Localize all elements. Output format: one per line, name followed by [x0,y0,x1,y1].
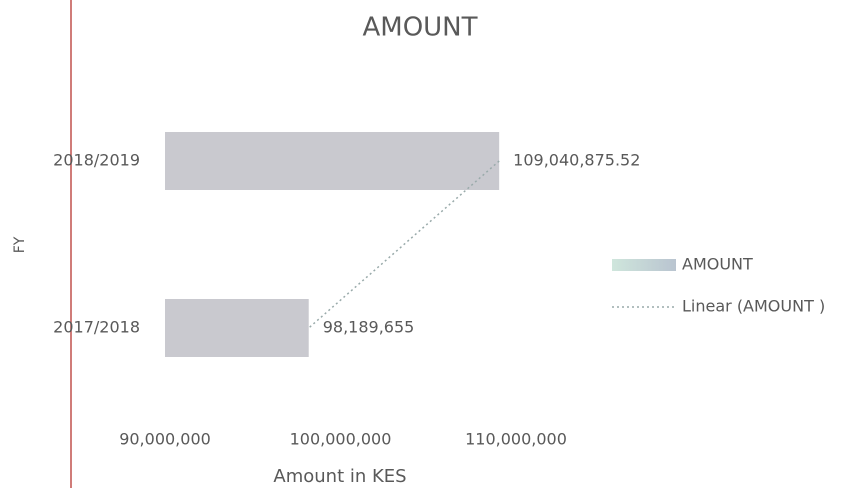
y-axis-label: FY [12,236,28,253]
value-label: 98,189,655 [323,318,415,337]
value-label: 109,040,875.52 [513,151,640,170]
chart-title: AMOUNT [362,13,477,43]
y-tick-label: 2017/2018 [53,318,140,337]
legend-label: Linear (AMOUNT ) [682,297,825,316]
legend-label: AMOUNT [682,255,753,274]
bar [165,299,309,357]
y-tick-label: 2018/2019 [53,151,140,170]
x-axis-label: Amount in KES [273,466,406,487]
x-tick-label: 110,000,000 [465,430,567,449]
x-tick-label: 100,000,000 [290,430,392,449]
bar [165,132,500,190]
trendline [308,160,500,329]
x-tick-label: 90,000,000 [119,430,211,449]
legend-swatch [612,259,676,271]
